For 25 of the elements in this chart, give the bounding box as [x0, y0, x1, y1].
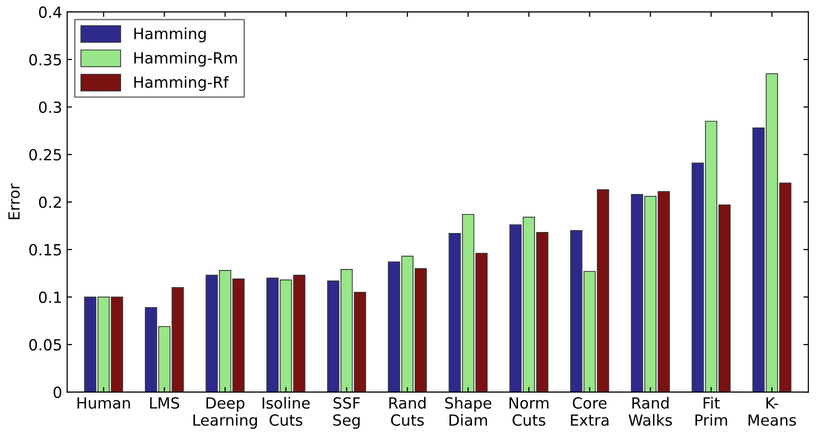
x-tick-label: Norm Cuts — [510, 397, 548, 426]
y-tick-label: 0.25 — [29, 148, 61, 161]
x-tick-label: Rand Walks — [628, 396, 672, 426]
x-tick-label: Human — [78, 397, 130, 409]
y-tick-label: 0.4 — [39, 6, 62, 18]
legend-label: Hamming — [134, 28, 206, 42]
x-tick-label: Core Extra — [570, 397, 608, 426]
y-tick-label: 0.2 — [39, 196, 61, 208]
x-tick-label: Fit Prim — [695, 396, 728, 426]
y-tick-label: 0.15 — [29, 244, 61, 256]
y-tick-label: 0.35 — [29, 54, 61, 66]
legend-label: Hamming-Rm — [134, 52, 237, 67]
x-tick-label: Rand Cuts — [389, 396, 426, 426]
y-axis-title: Error — [8, 183, 20, 220]
x-tick-label: Shape Diam — [445, 396, 492, 426]
x-tick-label: Deep Learning — [193, 397, 257, 429]
y-tick-label: 0.1 — [39, 291, 61, 304]
x-tick-label: K- Means — [748, 397, 796, 426]
y-tick-label: 0.05 — [29, 339, 61, 351]
y-tick-label: 0.3 — [39, 101, 62, 114]
x-tick-label: SSF Seg — [333, 397, 360, 429]
y-tick-label: 0 — [54, 386, 62, 398]
x-tick-label: Isoline Cuts — [262, 396, 310, 426]
x-tick-label: LMS — [150, 397, 180, 409]
legend-label: Hamming-Rf — [134, 76, 229, 91]
